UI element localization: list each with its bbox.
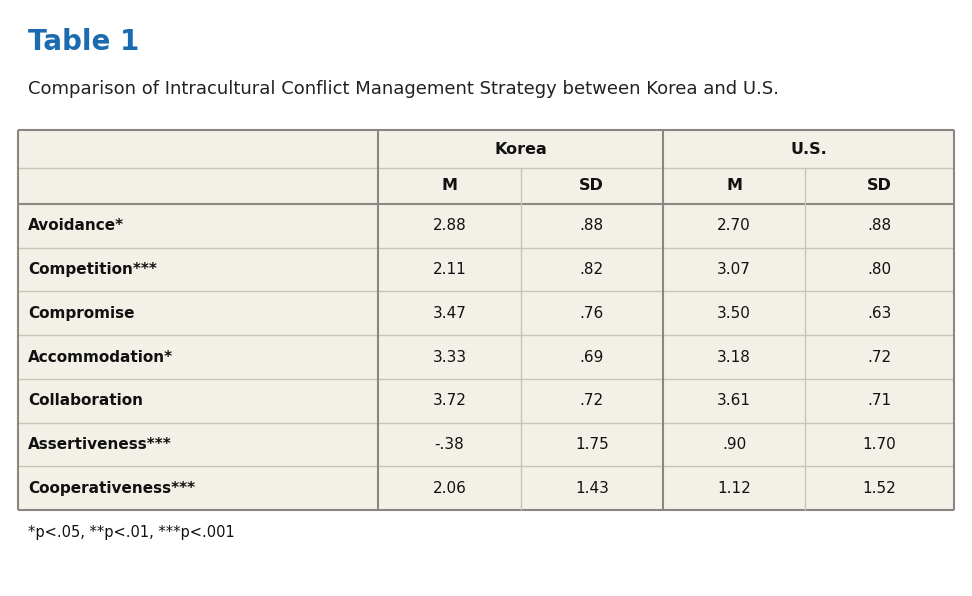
Text: -.38: -.38	[434, 437, 465, 452]
Text: .80: .80	[868, 262, 891, 277]
Text: SD: SD	[867, 178, 892, 194]
Text: 1.70: 1.70	[863, 437, 896, 452]
Text: M: M	[726, 178, 742, 194]
Text: 1.52: 1.52	[863, 480, 896, 496]
Text: .72: .72	[868, 349, 891, 365]
Text: 2.88: 2.88	[433, 218, 467, 234]
Text: 3.18: 3.18	[717, 349, 751, 365]
Text: Accommodation*: Accommodation*	[28, 349, 173, 365]
Text: SD: SD	[579, 178, 605, 194]
Text: Competition***: Competition***	[28, 262, 156, 277]
Bar	[18, 130, 954, 510]
Text: 2.11: 2.11	[433, 262, 467, 277]
Text: Comparison of Intracultural Conflict Management Strategy between Korea and U.S.: Comparison of Intracultural Conflict Man…	[28, 80, 779, 98]
Text: *p<.05, **p<.01, ***p<.001: *p<.05, **p<.01, ***p<.001	[28, 525, 235, 540]
Text: U.S.: U.S.	[790, 141, 827, 157]
Text: 3.07: 3.07	[717, 262, 751, 277]
Text: .69: .69	[579, 349, 604, 365]
Text: Compromise: Compromise	[28, 306, 134, 321]
Text: .71: .71	[868, 393, 891, 408]
Text: 3.72: 3.72	[433, 393, 467, 408]
Text: Avoidance*: Avoidance*	[28, 218, 124, 234]
Text: Collaboration: Collaboration	[28, 393, 143, 408]
Text: .76: .76	[579, 306, 604, 321]
Text: 2.70: 2.70	[717, 218, 751, 234]
Text: Korea: Korea	[494, 141, 547, 157]
Text: Table 1: Table 1	[28, 28, 139, 56]
Text: 3.61: 3.61	[717, 393, 751, 408]
Text: 1.43: 1.43	[574, 480, 608, 496]
Text: .90: .90	[722, 437, 746, 452]
Text: 1.75: 1.75	[574, 437, 608, 452]
Text: .82: .82	[579, 262, 604, 277]
Text: Assertiveness***: Assertiveness***	[28, 437, 172, 452]
Text: 3.47: 3.47	[433, 306, 467, 321]
Text: .88: .88	[868, 218, 891, 234]
Text: .72: .72	[579, 393, 604, 408]
Text: M: M	[441, 178, 458, 194]
Text: Cooperativeness***: Cooperativeness***	[28, 480, 195, 496]
Text: 1.12: 1.12	[717, 480, 751, 496]
Text: 3.33: 3.33	[433, 349, 467, 365]
Text: 3.50: 3.50	[717, 306, 751, 321]
Text: .88: .88	[579, 218, 604, 234]
Text: .63: .63	[867, 306, 891, 321]
Text: 2.06: 2.06	[433, 480, 467, 496]
